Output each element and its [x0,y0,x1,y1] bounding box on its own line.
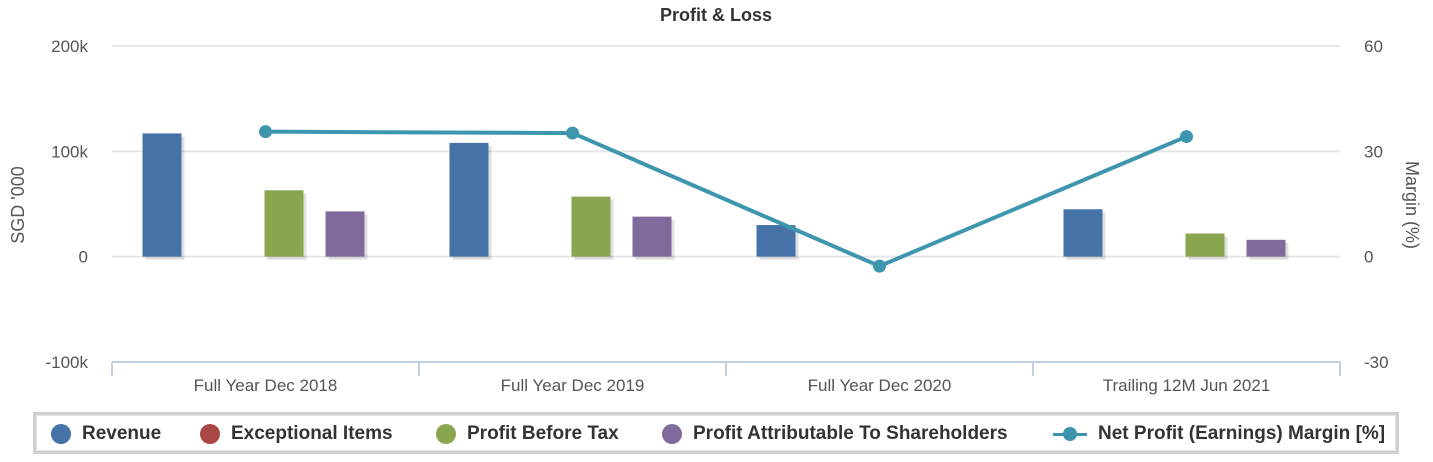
y-tick-label-right: 60 [1364,37,1383,56]
margin-line-series [259,125,1193,273]
y-tick-label-left: 100k [51,142,88,161]
y-axis-title-left: SGD '000 [8,166,28,243]
legend-item-revenue[interactable]: Revenue [51,423,161,445]
margin-point[interactable] [1180,130,1193,144]
legend-item-profit-attributable[interactable]: Profit Attributable To Shareholders [662,423,1008,445]
bar-profit-before-tax[interactable] [264,190,304,257]
x-axis-ticks: Full Year Dec 2018 Full Year Dec 2019 Full… [194,376,1271,395]
legend-marker [662,424,682,444]
legend-marker [436,424,456,444]
y-tick-label-left: 0 [79,248,88,267]
bar-revenue[interactable] [1063,209,1103,257]
legend-marker [200,424,220,444]
legend-label: Net Profit (Earnings) Margin [%] [1098,423,1386,444]
bar-profit-attributable-to-shareholders[interactable] [632,216,672,257]
right-axis-ticks: 60 30 0 -30 [1364,37,1389,372]
legend-label: Revenue [82,423,162,444]
margin-line [265,129,1188,269]
y-tick-label-left: 200k [51,37,88,56]
margin-point[interactable] [259,125,272,139]
legend-marker [51,424,71,444]
y-axis-title-right: Margin (%) [1402,161,1422,249]
x-tick-label: Full Year Dec 2020 [808,376,952,395]
y-tick-label-right: 0 [1364,248,1373,267]
legend-label: Profit Before Tax [467,423,619,444]
legend-item-net-profit-margin[interactable]: Net Profit (Earnings) Margin [%] [1053,423,1385,445]
x-tick-label: Full Year Dec 2019 [501,376,645,395]
margin-point[interactable] [566,126,579,140]
bar-profit-attributable-to-shareholders[interactable] [325,211,365,257]
left-axis-ticks: 200k 100k 0 -100k [45,37,88,372]
bar-series [142,133,1289,260]
y-tick-label-right: 30 [1364,142,1383,161]
gridlines [111,45,1341,376]
bar-revenue[interactable] [756,225,796,257]
legend-item-exceptional-items[interactable]: Exceptional Items [200,423,393,445]
y-tick-label-left: -100k [45,353,88,372]
profit-loss-chart: Profit & Loss 200k 100k 0 -100k 60 30 0 -30 Fu… [8,5,1422,395]
x-tick-label: Trailing 12M Jun 2021 [1103,376,1271,395]
bar-revenue[interactable] [142,133,182,257]
bar-profit-before-tax[interactable] [1185,233,1225,257]
x-tick-label: Full Year Dec 2018 [194,376,338,395]
legend-label: Profit Attributable To Shareholders [693,423,1008,444]
bar-revenue[interactable] [449,142,489,257]
legend-label: Exceptional Items [231,423,393,444]
bar-profit-before-tax[interactable] [571,196,611,257]
legend-item-profit-before-tax[interactable]: Profit Before Tax [436,423,619,445]
chart-legend: Revenue Exceptional Items Profit Before … [33,412,1399,454]
chart-title: Profit & Loss [660,5,772,25]
legend-line-marker [1053,424,1087,444]
y-tick-label-right: -30 [1364,353,1389,372]
margin-point[interactable] [873,259,886,273]
bar-profit-attributable-to-shareholders[interactable] [1246,239,1286,257]
